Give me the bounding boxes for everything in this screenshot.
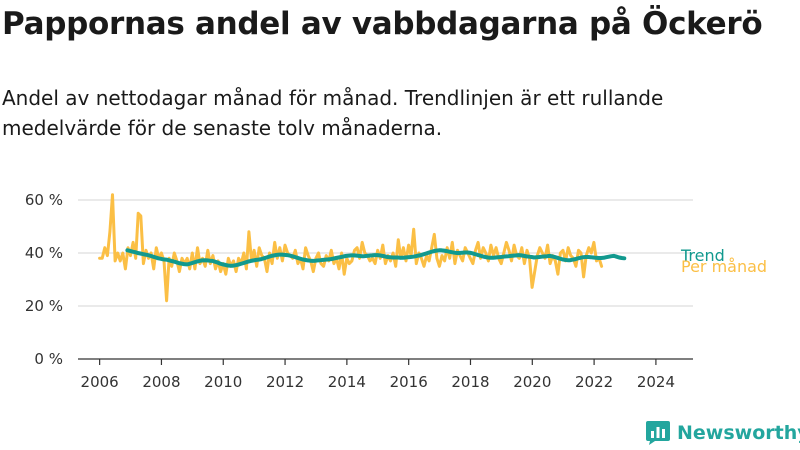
x-tick-label: 2010 [204,373,242,391]
chart-subtitle: Andel av nettodagar månad för månad. Tre… [2,86,664,140]
newsworthy-logo-icon [646,421,670,445]
x-tick-label: 2022 [575,373,613,391]
y-tick-label: 20 % [25,297,63,315]
brand-name: Newsworthy [677,422,800,444]
y-gridlines [78,199,693,307]
x-tick-label: 2008 [142,373,180,391]
y-tick-label: 60 % [25,191,63,209]
x-tick-label: 2006 [81,373,119,391]
series-label-monthly: Per månad [681,257,767,276]
brand-logo: Newsworthy [645,420,800,446]
series-line-monthly [98,193,604,303]
series-lines [98,193,627,303]
y-tick-label: 40 % [25,244,63,262]
x-axis: 2006 2008 2010 2012 2014 2016 2018 2020 2022 2024 [78,358,693,391]
x-tick-label: 2024 [637,373,675,391]
series-label-trend: Trend [680,246,725,265]
x-tick-label: 2018 [451,373,489,391]
x-tick-label: 2012 [266,373,304,391]
x-tick-label: 2014 [328,373,366,391]
x-tick-label: 2016 [390,373,428,391]
y-axis-tick-labels: 0 % 20 % 40 % 60 % [25,191,63,368]
x-tick-label: 2020 [513,373,551,391]
series-line-trend [125,248,627,268]
y-tick-label: 0 % [34,350,63,368]
chart-title: Pappornas andel av vabbdagarna på Öckerö [2,6,763,42]
